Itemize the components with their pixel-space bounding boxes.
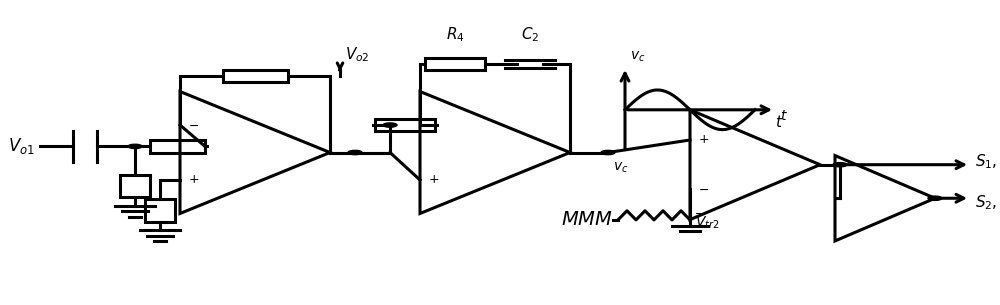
Text: $v_c$: $v_c$ <box>630 50 645 64</box>
Text: $-$: $-$ <box>698 183 709 196</box>
Text: $+$: $+$ <box>188 174 199 186</box>
Text: $\mathit{MMM}$: $\mathit{MMM}$ <box>561 211 613 229</box>
Text: $S_1,\ S_4$: $S_1,\ S_4$ <box>975 152 1000 171</box>
Text: $v_c$: $v_c$ <box>613 160 628 174</box>
Bar <box>425 58 485 70</box>
Text: $-$: $-$ <box>428 119 439 131</box>
Text: $-$: $-$ <box>188 119 199 131</box>
Text: $V_{o1}$: $V_{o1}$ <box>8 136 35 156</box>
Bar <box>120 174 150 198</box>
Bar <box>375 119 435 131</box>
Circle shape <box>601 150 615 155</box>
Text: $S_2,\ S_3$: $S_2,\ S_3$ <box>975 193 1000 212</box>
Circle shape <box>128 144 142 149</box>
Circle shape <box>928 196 942 200</box>
Text: $+$: $+$ <box>428 174 439 186</box>
Text: $C_2$: $C_2$ <box>521 26 539 44</box>
Text: $t$: $t$ <box>775 114 783 130</box>
Text: $+$: $+$ <box>698 134 709 146</box>
Text: $R_4$: $R_4$ <box>446 26 464 44</box>
Text: $t$: $t$ <box>780 109 788 123</box>
Text: $\overline{V}_{tr2}$: $\overline{V}_{tr2}$ <box>695 211 720 231</box>
Bar <box>150 140 205 152</box>
Circle shape <box>348 150 362 155</box>
Circle shape <box>833 163 847 167</box>
Bar <box>222 70 288 82</box>
Text: $V_{o2}$: $V_{o2}$ <box>345 45 370 64</box>
Circle shape <box>383 123 397 127</box>
Bar <box>145 199 175 222</box>
